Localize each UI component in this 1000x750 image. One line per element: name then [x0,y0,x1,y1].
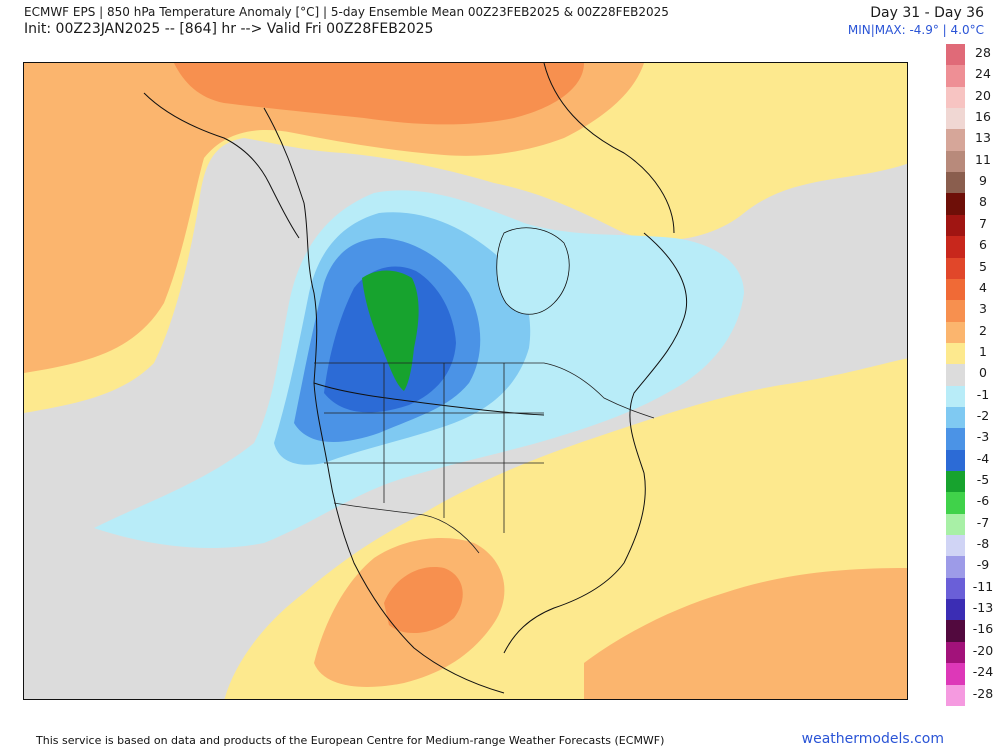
legend-swatch [946,599,965,621]
brand-link[interactable]: weathermodels.com [801,731,944,747]
color-legend: 28 24 20 16 13 11 9 8 7 6 5 4 3 2 1 0 -1 -2 -3 -4 -5 -6 -7 -8 -9… [946,44,1000,707]
legend-label: 3 [979,301,987,317]
legend-label: -11 [972,578,994,594]
legend-swatch [946,172,965,194]
legend-swatch [946,44,965,66]
legend-label: -1 [976,386,990,402]
legend-swatch [946,129,965,152]
hudson-bay [496,227,570,315]
legend-label: -8 [976,536,990,552]
warm-anomaly-north [24,63,907,413]
chart-title: ECMWF EPS | 850 hPa Temperature Anomaly … [24,5,669,19]
legend-swatch [946,364,965,387]
warm-anomaly-mexico-core [384,567,463,634]
legend-label: 28 [975,45,991,60]
coastline-alaska [143,92,300,239]
legend-label: -16 [972,621,994,637]
legend-swatch [946,321,965,344]
legend-swatch [946,663,965,685]
legend-swatch [946,342,965,365]
legend-swatch [946,65,965,88]
legend-swatch [946,577,965,600]
legend-label: 8 [979,194,987,210]
cold-anomaly-core [362,270,419,391]
legend-swatch [946,406,965,429]
legend-swatch [946,278,965,301]
legend-label: -24 [972,664,994,680]
legend-label: -28 [972,685,994,701]
legend-swatch [946,193,965,216]
legend-label: 20 [975,87,991,103]
legend-label: 4 [979,279,987,295]
coastline-greenland [543,63,675,234]
legend-swatch [946,385,965,408]
legend-swatch [946,428,965,451]
legend-label: -3 [976,429,990,445]
warm-anomaly-east-atlantic [584,568,907,699]
legend-label: -2 [976,407,990,423]
legend-swatch [946,492,965,515]
anomaly-map [23,62,908,700]
map-canvas [24,63,907,699]
day-range: Day 31 - Day 36 [870,5,984,21]
attribution-note: This service is based on data and produc… [36,734,665,747]
legend-swatch [946,86,965,109]
legend-label: -7 [976,514,990,530]
legend-swatch [946,300,965,323]
legend-label: 7 [979,215,987,231]
legend-label: 1 [979,343,987,359]
legend-label: 24 [975,66,991,82]
legend-label: 11 [975,151,991,167]
coastline-north-america [263,107,688,694]
legend-label: 2 [979,322,987,338]
state-lines [324,363,544,533]
legend-label: -9 [976,557,990,573]
legend-label: -4 [976,450,990,466]
legend-swatch [946,150,965,173]
us-canada-border [314,362,655,419]
legend-swatch [946,449,965,472]
legend-swatch [946,641,965,664]
init-valid-line: Init: 00Z23JAN2025 -- [864] hr --> Valid… [24,21,434,37]
legend-label: 9 [979,173,987,189]
legend-label: 13 [975,130,991,146]
legend-label: 16 [975,109,991,125]
legend-swatch [946,684,965,707]
legend-label: -6 [976,493,990,509]
warm-anomaly-arctic [174,63,584,125]
legend-label: -13 [972,600,994,616]
legend-swatch [946,535,965,557]
legend-swatch [946,556,965,579]
legend-swatch [946,471,965,493]
legend-swatch [946,620,965,643]
legend-label: 5 [979,258,987,274]
legend-swatch [946,257,965,280]
min-max-readout: MIN|MAX: -4.9° | 4.0°C [847,23,984,37]
legend-swatch [946,236,965,258]
legend-label: -20 [972,642,994,658]
legend-swatch [946,108,965,130]
legend-label: -5 [976,472,990,487]
warm-anomaly-north-core [24,63,644,373]
legend-label: 0 [979,365,987,381]
legend-label: 6 [979,237,987,253]
us-mexico-border [333,502,480,554]
legend-swatch [946,214,965,237]
legend-swatch [946,513,965,536]
